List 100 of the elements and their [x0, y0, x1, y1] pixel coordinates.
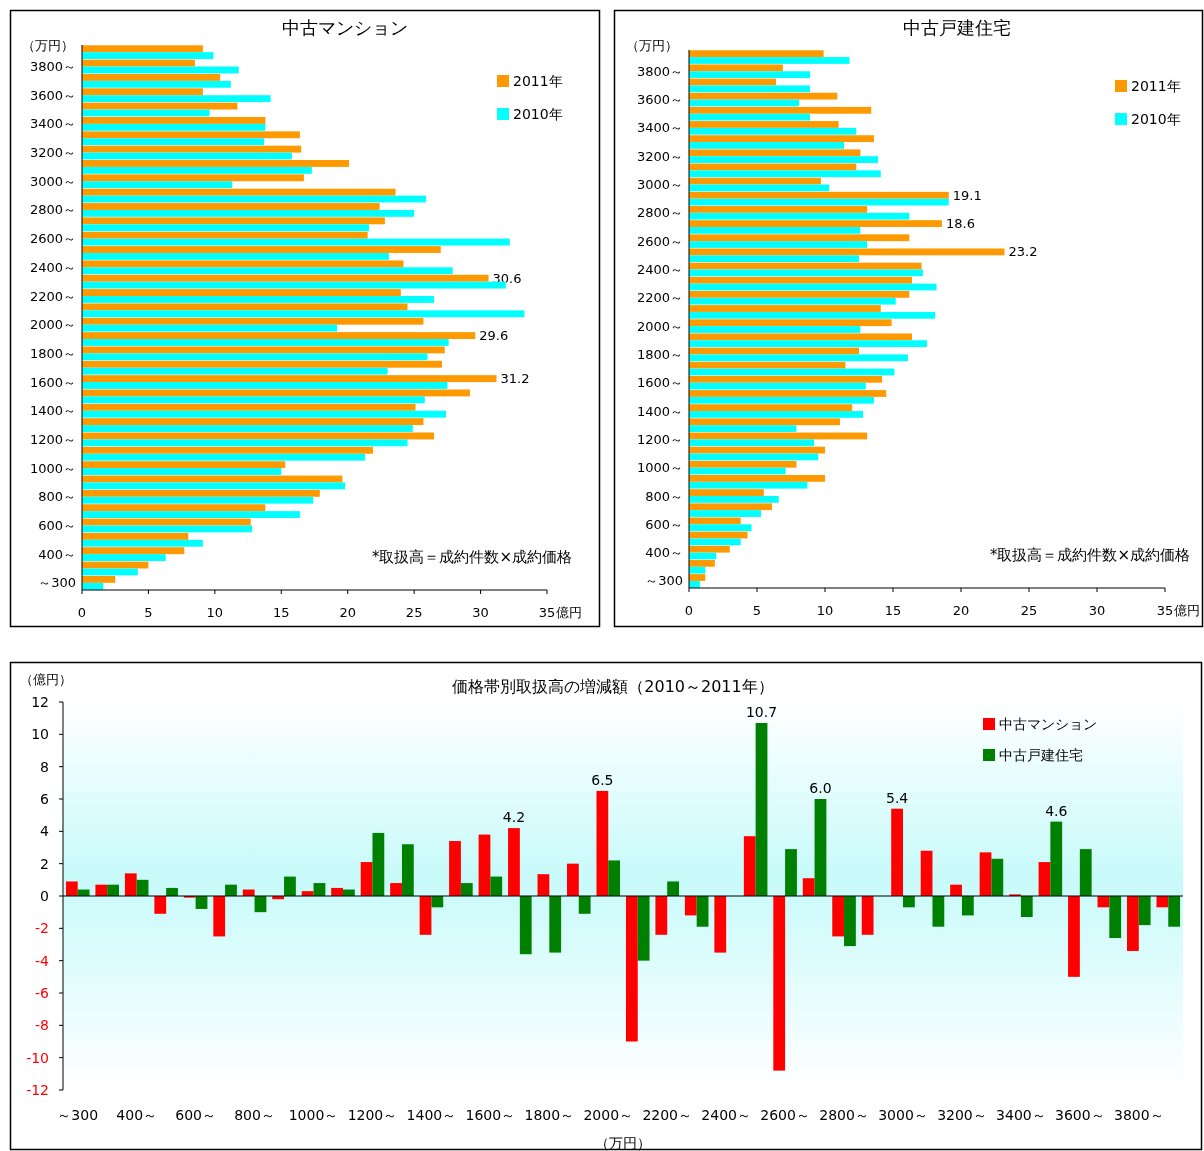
x-tick-label: 1600～ — [465, 1107, 516, 1123]
data-label: 6.5 — [591, 771, 614, 788]
data-label: 5.4 — [885, 789, 909, 806]
x-tick-label: 2000～ — [583, 1107, 634, 1123]
legend-label: 中古戸建住宅 — [999, 746, 1083, 763]
y-tick-label: 1600～ — [636, 375, 683, 391]
y-tick-label: 2000～ — [29, 317, 76, 333]
y-axis-title: （万円） — [22, 38, 74, 53]
y-tick-label: 2600～ — [29, 231, 76, 247]
y-tick-label: ～300 — [645, 573, 683, 589]
data-label: 10.7 — [745, 704, 778, 721]
legend-label: 2010年 — [1131, 110, 1181, 127]
data-label: 4.6 — [1045, 802, 1068, 819]
y-tick-label: 8 — [40, 758, 49, 775]
x-tick-label: 0 — [684, 603, 694, 618]
data-label: 29.6 — [479, 328, 509, 344]
y-tick-label: -6 — [35, 984, 50, 1001]
data-label: 6.0 — [809, 780, 832, 796]
y-tick-label: 2800～ — [636, 205, 683, 221]
legend-label: 2010年 — [513, 105, 563, 122]
y-tick-label: 4 — [40, 823, 50, 840]
y-tick-label: 2400～ — [636, 262, 683, 277]
x-tick-label: 3200～ — [937, 1107, 987, 1123]
y-tick-label: 2400～ — [29, 259, 76, 275]
y-tick-label: 1600～ — [29, 374, 76, 390]
y-tick-label: 10 — [31, 726, 49, 743]
x-tick-label: 1400～ — [406, 1107, 457, 1123]
x-axis-title: 億円 — [556, 605, 582, 620]
annotation: *取扱高＝成約件数×成約価格 — [371, 548, 572, 566]
y-tick-label: 800～ — [38, 489, 76, 505]
y-tick-label: 1800～ — [636, 346, 683, 362]
y-tick-label: 3800～ — [29, 59, 76, 75]
y-tick-label: 3400～ — [29, 116, 76, 132]
x-tick-label: 0 — [77, 605, 87, 620]
x-tick-label: 15 — [884, 603, 902, 618]
x-tick-label: ～300 — [57, 1107, 99, 1123]
x-tick-label: 10 — [816, 603, 834, 618]
x-tick-label: 2800～ — [819, 1107, 869, 1123]
y-tick-label: 2200～ — [29, 288, 76, 304]
chart-title: 価格帯別取扱高の増減額（2010～2011年） — [452, 677, 774, 696]
x-axis-title: 億円 — [1174, 603, 1200, 618]
x-tick-label: 10 — [206, 605, 224, 620]
legend-label: 中古マンション — [999, 715, 1097, 732]
y-tick-label: 2000～ — [636, 318, 683, 334]
data-label: 19.1 — [952, 187, 982, 203]
x-tick-label: 600～ — [175, 1107, 216, 1123]
x-tick-label: 5 — [144, 605, 153, 620]
y-tick-label: 400～ — [38, 546, 76, 562]
y-tick-label: 3600～ — [636, 92, 683, 108]
y-tick-label: 600～ — [645, 516, 683, 532]
data-label: 4.2 — [502, 809, 526, 826]
x-tick-label: 1200～ — [347, 1107, 398, 1123]
y-tick-label: 1200～ — [636, 431, 683, 447]
y-tick-label: 3200～ — [29, 145, 76, 161]
data-label: 18.6 — [945, 216, 975, 232]
x-tick-label: 25 — [1020, 603, 1038, 618]
y-tick-label: -4 — [35, 952, 50, 969]
y-tick-label: 400～ — [645, 545, 683, 561]
y-tick-label: 2 — [40, 855, 49, 872]
x-tick-label: 2400～ — [701, 1107, 751, 1123]
y-axis-title: （億円） — [20, 672, 72, 687]
x-tick-label: 35 — [1156, 603, 1174, 618]
y-tick-label: 3000～ — [636, 177, 683, 193]
y-axis-title: （万円） — [626, 38, 678, 53]
data-label: 23.2 — [1008, 244, 1038, 260]
y-tick-label: 1000～ — [29, 460, 76, 476]
y-tick-label: 3000～ — [29, 173, 76, 189]
x-tick-label: 800～ — [234, 1107, 275, 1123]
x-tick-label: 20 — [952, 603, 970, 618]
x-tick-label: 1800～ — [524, 1107, 575, 1123]
x-tick-label: 25 — [405, 605, 423, 620]
x-tick-label: 30 — [472, 605, 489, 620]
y-tick-label: 3200～ — [636, 148, 683, 164]
y-tick-label: 2800～ — [29, 202, 76, 218]
y-tick-label: -10 — [26, 1049, 49, 1066]
data-label: 31.2 — [500, 371, 530, 387]
x-tick-label: 15 — [273, 605, 290, 620]
y-tick-label: -12 — [26, 1081, 49, 1098]
chart-title: 中古戸建住宅 — [903, 17, 1011, 38]
y-tick-label: 1400～ — [29, 403, 76, 419]
x-tick-label: 35 — [538, 605, 556, 620]
x-tick-label: 3800～ — [1113, 1107, 1164, 1123]
y-tick-label: 2600～ — [636, 233, 683, 249]
y-tick-label: 3800～ — [636, 63, 683, 79]
y-tick-label: 12 — [31, 693, 49, 710]
x-tick-label: 3600～ — [1055, 1107, 1105, 1123]
y-tick-label: 2200～ — [636, 290, 683, 306]
y-tick-label: 800～ — [645, 488, 683, 504]
x-tick-label: 20 — [339, 605, 356, 620]
x-tick-label: 5 — [752, 603, 762, 618]
y-tick-label: 600～ — [38, 518, 76, 534]
x-tick-label: 3400～ — [996, 1107, 1046, 1123]
legend-label: 2011年 — [1131, 77, 1181, 94]
annotation: *取扱高＝成約件数×成約価格 — [989, 546, 1190, 564]
y-tick-label: 1800～ — [29, 345, 76, 361]
x-tick-label: 1000～ — [288, 1107, 339, 1123]
legend-label: 2011年 — [513, 72, 563, 89]
y-tick-label: -8 — [35, 1017, 49, 1034]
x-tick-label: 3000～ — [878, 1107, 928, 1123]
y-tick-label: 0 — [40, 887, 49, 904]
